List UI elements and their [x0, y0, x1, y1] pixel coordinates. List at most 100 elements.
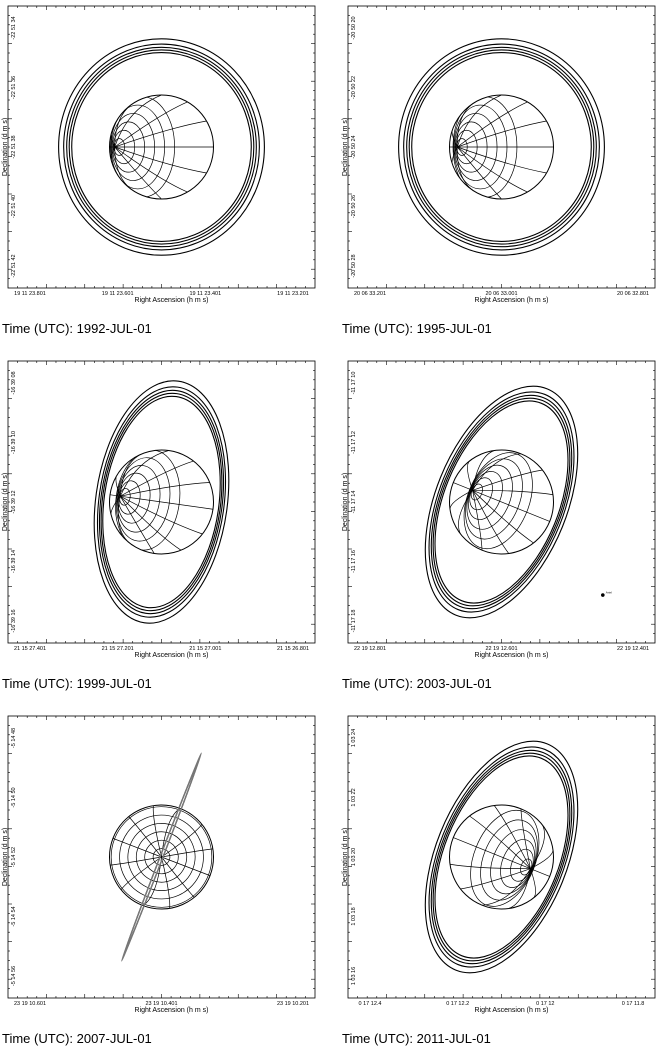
ring — [406, 46, 597, 248]
x-tick-label: 20 06 33.201 — [354, 291, 386, 297]
plot-panel-2011: 0 17 12.4 0 17 12.2 0 17 12 0 17 11.8 Right … — [340, 710, 660, 1050]
ring — [98, 389, 225, 615]
latitude-line — [117, 472, 151, 524]
y-axis-label: Declination (d m s) — [342, 828, 349, 886]
planet-uranus — [449, 804, 554, 910]
x-tick-label: 22 19 12.601 — [485, 646, 517, 652]
meridian-line — [110, 856, 162, 866]
latitude-line — [110, 806, 213, 908]
moon-label: Ariel — [606, 591, 612, 595]
y-tick-label: 1 03 18 — [351, 907, 357, 925]
latitude-line — [463, 452, 533, 550]
plot-panel-1999: 21 15 27.401 21 15 27.201 21 15 27.001 21 1… — [0, 355, 320, 695]
y-tick-label: -20 50 24 — [351, 135, 357, 158]
y-tick-label: 1 03 20 — [351, 848, 357, 866]
y-tick-label: -22 51 40 — [11, 195, 17, 218]
meridian-line — [472, 469, 543, 491]
latitude-line — [116, 465, 161, 533]
latitude-line — [454, 121, 488, 173]
meridian-line — [460, 868, 531, 890]
latitude-line — [135, 831, 188, 883]
ring — [100, 392, 223, 612]
y-tick-label: -20 50 28 — [351, 254, 357, 277]
meridian-line — [493, 805, 531, 869]
x-axis-label: Right Ascension (h m s) — [135, 1007, 209, 1014]
time-caption: Time (UTC): 2011-JUL-01 — [342, 1031, 491, 1046]
ring — [403, 43, 600, 251]
ring-system — [93, 380, 230, 624]
x-tick-label: 21 15 27.401 — [14, 646, 46, 652]
latitude-line — [456, 138, 468, 156]
uranus-system — [58, 38, 265, 256]
x-tick-label: 19 11 23.401 — [189, 291, 221, 297]
ring — [71, 52, 252, 242]
meridian-line — [117, 496, 130, 544]
latitude-line — [118, 480, 141, 515]
y-tick-label: -11 17 14 — [351, 491, 357, 514]
meridian-line — [114, 146, 188, 193]
planet-uranus — [449, 449, 554, 555]
plot-panel-1992: 19 11 23.801 19 11 23.601 19 11 23.401 19 1… — [0, 0, 320, 340]
y-tick-label: -5 14 50 — [11, 787, 17, 807]
plot-canvas: 20 06 33.201 20 06 33.001 20 06 32.801 Righ… — [342, 5, 656, 304]
latitude-line — [465, 458, 523, 540]
latitude-line — [113, 138, 126, 156]
meridian-line — [114, 146, 207, 174]
ring — [411, 52, 592, 242]
ring-system — [398, 38, 605, 256]
meridian-line — [120, 495, 214, 510]
ring-system — [424, 385, 579, 619]
latitude-line — [490, 829, 537, 895]
x-tick-label: 20 06 32.801 — [617, 291, 649, 297]
plot-panel-2003: 22 19 12.801 22 19 12.601 22 19 12.401 Righ… — [340, 355, 660, 695]
latitude-line — [500, 839, 536, 888]
uranus-system — [93, 380, 230, 624]
y-tick-label: -11 17 12 — [351, 431, 357, 454]
y-tick-label: -11 17 16 — [351, 550, 357, 573]
ring — [102, 395, 221, 609]
planet-uranus — [109, 804, 214, 910]
x-tick-label: 19 11 23.201 — [277, 291, 309, 297]
meridian-line — [457, 120, 547, 148]
meridian-line — [120, 460, 194, 497]
y-axis-label: Declination (d m s) — [2, 118, 9, 176]
planet-uranus — [108, 449, 214, 555]
time-caption: Time (UTC): 2007-JUL-01 — [2, 1031, 152, 1046]
uranus-system — [424, 740, 579, 974]
y-tick-label: -5 14 56 — [11, 966, 17, 986]
x-tick-label: 20 06 33.001 — [485, 291, 517, 297]
y-tick-label: -11 17 18 — [351, 610, 357, 633]
meridian-line — [114, 95, 162, 148]
time-caption: Time (UTC): 2003-JUL-01 — [342, 676, 492, 691]
meridian-line — [453, 837, 531, 870]
x-tick-label: 23 19 10.401 — [145, 1001, 177, 1007]
x-tick-label: 22 19 12.801 — [354, 646, 386, 652]
meridian-line — [472, 490, 510, 554]
meridian-line — [457, 146, 502, 199]
meridian-line — [472, 490, 483, 551]
ring — [63, 43, 260, 251]
time-caption: Time (UTC): 1999-JUL-01 — [2, 676, 152, 691]
y-tick-label: -20 50 22 — [351, 76, 357, 99]
meridian-line — [119, 450, 169, 497]
latitude-line — [144, 839, 179, 875]
y-tick-label: -22 51 36 — [11, 76, 17, 99]
latitude-line — [520, 858, 533, 876]
y-tick-label: -20 50 20 — [351, 16, 357, 39]
latitude-line — [152, 848, 171, 866]
meridian-line — [457, 146, 547, 174]
x-tick-label: 21 15 27.201 — [102, 646, 134, 652]
meridian-line — [120, 495, 203, 535]
y-tick-label: -5 14 52 — [11, 847, 17, 867]
x-tick-label: 22 19 12.401 — [617, 646, 649, 652]
y-tick-label: -22 51 42 — [11, 254, 17, 277]
moon-marker — [601, 593, 605, 597]
meridian-line — [456, 146, 476, 193]
x-tick-label: 19 11 23.601 — [102, 291, 134, 297]
plot-canvas: 22 19 12.801 22 19 12.601 22 19 12.401 Righ… — [342, 360, 656, 659]
ring — [434, 755, 569, 959]
x-axis-label: Right Ascension (h m s) — [475, 1007, 549, 1014]
ring — [434, 400, 569, 604]
y-tick-label: 1 03 22 — [351, 788, 357, 806]
meridian-line — [520, 808, 531, 869]
